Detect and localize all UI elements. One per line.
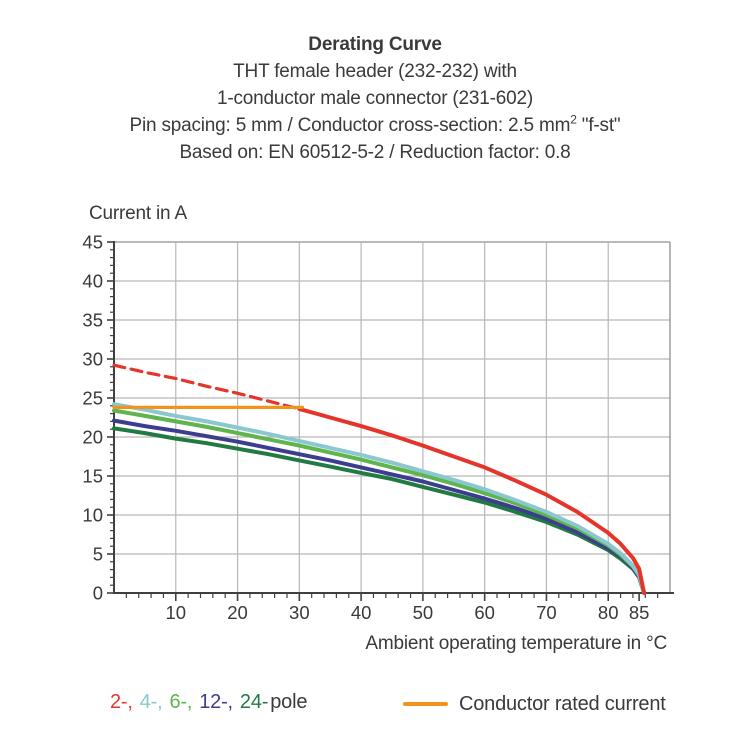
legend-pole-labels: 2-, 4-, 6-, 12-, 24- pole xyxy=(110,691,307,714)
chart-subtitle-line1: THT female header (232-232) with xyxy=(233,61,517,82)
curve-2-pole-dashed xyxy=(112,363,301,411)
x-axis-title: Ambient operating temperature in °C xyxy=(365,633,667,654)
legend-rated-current: Conductor rated current xyxy=(403,691,666,717)
curve-2-pole xyxy=(297,406,647,595)
subtitle3-pre: Pin spacing: 5 mm / Conductor cross-sect… xyxy=(129,115,571,136)
x-tick-label-60: 60 xyxy=(474,602,495,623)
chart-title-block: Derating Curve THT female header (232-23… xyxy=(0,31,750,166)
x-tick-label-80: 80 xyxy=(598,602,619,623)
curve-4-pole xyxy=(112,402,647,595)
y-tick-label-15: 15 xyxy=(82,466,103,487)
chart-subtitle-line3: Pin spacing: 5 mm / Conductor cross-sect… xyxy=(0,112,750,139)
chart-subtitle-line4: Based on: EN 60512-5-2 / Reduction facto… xyxy=(179,142,571,163)
y-tick-label-10: 10 xyxy=(82,505,103,526)
y-tick-label-30: 30 xyxy=(82,349,103,370)
conductor-rated-current-swatch-icon xyxy=(403,702,448,706)
y-tick-label-35: 35 xyxy=(82,310,103,331)
chart-area: 0 5 10 15 20 25 30 35 40 45 10 20 30 40 50 60 70 80 85 xyxy=(60,225,700,635)
subtitle3-post: "f-st" xyxy=(576,115,621,136)
chart-subtitle-line2: 1-conductor male connector (231-602) xyxy=(217,88,533,109)
chart-title: Derating Curve xyxy=(308,34,442,55)
x-tick-label-85: 85 xyxy=(629,602,650,623)
x-tick-label-40: 40 xyxy=(351,602,372,623)
x-tick-label-70: 70 xyxy=(536,602,557,623)
derating-chart-svg: 0 5 10 15 20 25 30 35 40 45 10 20 30 40 50 60 70 80 85 xyxy=(82,232,674,623)
x-tick-label-10: 10 xyxy=(165,602,186,623)
curve-24-pole xyxy=(112,426,647,595)
x-tick-label-30: 30 xyxy=(289,602,310,623)
y-tick-label-20: 20 xyxy=(82,427,103,448)
y-tick-label-25: 25 xyxy=(82,388,103,409)
x-tick-label-20: 20 xyxy=(227,602,248,623)
legend-pole-label-pole: pole xyxy=(270,691,308,713)
y-tick-label-40: 40 xyxy=(82,271,103,292)
y-tick-label-5: 5 xyxy=(93,544,103,565)
legend-pole-label-12: 12-, xyxy=(199,691,233,713)
subtitle3-superscript: 2 xyxy=(570,112,577,127)
y-tick-label-45: 45 xyxy=(82,232,103,253)
y-axis-title: Current in A xyxy=(89,203,187,224)
legend-pole-label-4: 4-, xyxy=(139,691,163,713)
y-tick-label-0: 0 xyxy=(93,583,103,604)
conductor-rated-current-label: Conductor rated current xyxy=(459,692,666,715)
legend-pole-label-2: 2-, xyxy=(110,691,133,713)
x-tick-label-50: 50 xyxy=(413,602,434,623)
curve-6-pole xyxy=(112,408,647,595)
legend-pole-label-24: 24- xyxy=(239,691,269,713)
legend-pole-label-6: 6-, xyxy=(169,691,193,713)
